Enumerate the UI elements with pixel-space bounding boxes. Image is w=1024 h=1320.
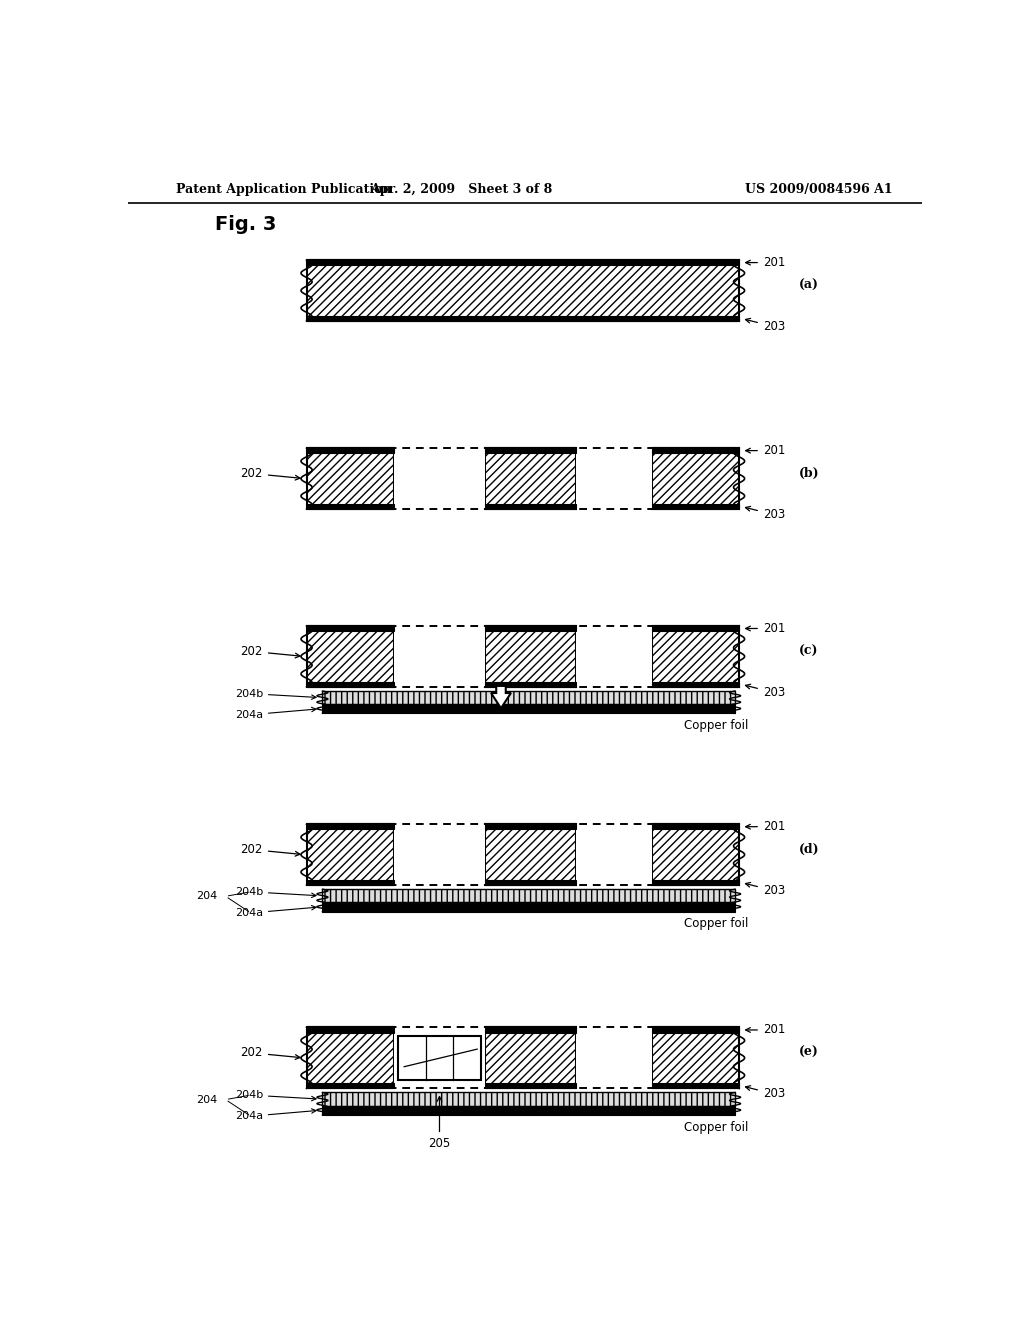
Text: (c): (c): [799, 645, 818, 657]
Bar: [485, 447, 577, 510]
Text: 201: 201: [745, 820, 785, 833]
Text: 204: 204: [197, 891, 218, 902]
Text: Copper foil: Copper foil: [684, 1121, 748, 1134]
Text: 202: 202: [241, 645, 300, 657]
Bar: [652, 824, 739, 829]
Text: Apr. 2, 2009   Sheet 3 of 8: Apr. 2, 2009 Sheet 3 of 8: [371, 183, 552, 197]
Bar: [306, 880, 394, 886]
Text: Patent Application Publication: Patent Application Publication: [176, 183, 391, 197]
Bar: [306, 1084, 394, 1089]
Text: (a): (a): [799, 279, 818, 292]
Text: 204a: 204a: [234, 1109, 316, 1122]
Text: 204a: 204a: [234, 708, 316, 719]
Text: 204b: 204b: [234, 1090, 316, 1101]
Bar: [306, 624, 394, 631]
Text: (e): (e): [799, 1047, 818, 1060]
Bar: [652, 504, 739, 510]
Bar: [485, 1084, 577, 1089]
Bar: [485, 880, 577, 886]
Text: 202: 202: [241, 467, 300, 480]
Bar: [485, 1027, 577, 1032]
Bar: [577, 447, 651, 510]
Text: 203: 203: [745, 883, 785, 898]
Text: (d): (d): [799, 843, 819, 857]
Bar: [485, 824, 577, 886]
Bar: [323, 903, 735, 912]
Text: 201: 201: [745, 444, 785, 457]
Bar: [394, 1027, 485, 1089]
Text: Copper foil: Copper foil: [684, 719, 748, 733]
Bar: [323, 1106, 735, 1115]
Bar: [652, 447, 739, 453]
Bar: [485, 624, 577, 631]
Bar: [652, 447, 739, 510]
Bar: [485, 447, 577, 453]
Text: 205: 205: [428, 1097, 451, 1150]
Bar: [306, 447, 394, 453]
Text: 204: 204: [197, 1094, 218, 1105]
Bar: [652, 1084, 739, 1089]
Bar: [306, 315, 739, 321]
Bar: [485, 824, 577, 829]
Bar: [323, 890, 735, 903]
Bar: [306, 1027, 394, 1089]
Text: 204a: 204a: [234, 906, 316, 919]
Text: 203: 203: [745, 318, 785, 333]
Text: 201: 201: [745, 256, 785, 269]
Bar: [652, 1027, 739, 1032]
Text: 201: 201: [745, 622, 785, 635]
Bar: [306, 259, 739, 265]
Text: 203: 203: [745, 1086, 785, 1101]
Bar: [306, 824, 394, 829]
Bar: [485, 626, 577, 686]
Bar: [394, 447, 485, 510]
Text: Copper foil: Copper foil: [684, 917, 748, 931]
Bar: [485, 504, 577, 510]
Bar: [577, 1027, 651, 1089]
Text: US 2009/0084596 A1: US 2009/0084596 A1: [744, 183, 892, 197]
FancyArrow shape: [492, 686, 511, 709]
Bar: [306, 504, 394, 510]
Bar: [394, 824, 485, 886]
Bar: [652, 624, 739, 631]
Text: 202: 202: [241, 843, 300, 857]
Bar: [397, 1036, 481, 1080]
Text: Fig. 3: Fig. 3: [215, 215, 276, 234]
Bar: [652, 682, 739, 686]
Bar: [323, 1093, 735, 1106]
Text: (b): (b): [799, 467, 819, 480]
Text: 203: 203: [745, 684, 785, 700]
Bar: [652, 824, 739, 886]
Bar: [394, 626, 485, 686]
Bar: [577, 824, 651, 886]
Text: 202: 202: [241, 1047, 300, 1060]
Bar: [323, 704, 735, 713]
Bar: [306, 626, 394, 686]
Text: 201: 201: [745, 1023, 785, 1036]
Bar: [323, 690, 735, 704]
Bar: [306, 260, 739, 321]
Bar: [485, 682, 577, 686]
Bar: [306, 1027, 394, 1032]
Bar: [306, 447, 394, 510]
Bar: [652, 1027, 739, 1089]
Text: 203: 203: [745, 507, 785, 521]
Bar: [652, 880, 739, 886]
Bar: [485, 1027, 577, 1089]
Text: 204b: 204b: [234, 689, 316, 700]
Bar: [577, 626, 651, 686]
Bar: [652, 626, 739, 686]
Text: 204b: 204b: [234, 887, 316, 898]
Bar: [306, 682, 394, 686]
Bar: [306, 824, 394, 886]
